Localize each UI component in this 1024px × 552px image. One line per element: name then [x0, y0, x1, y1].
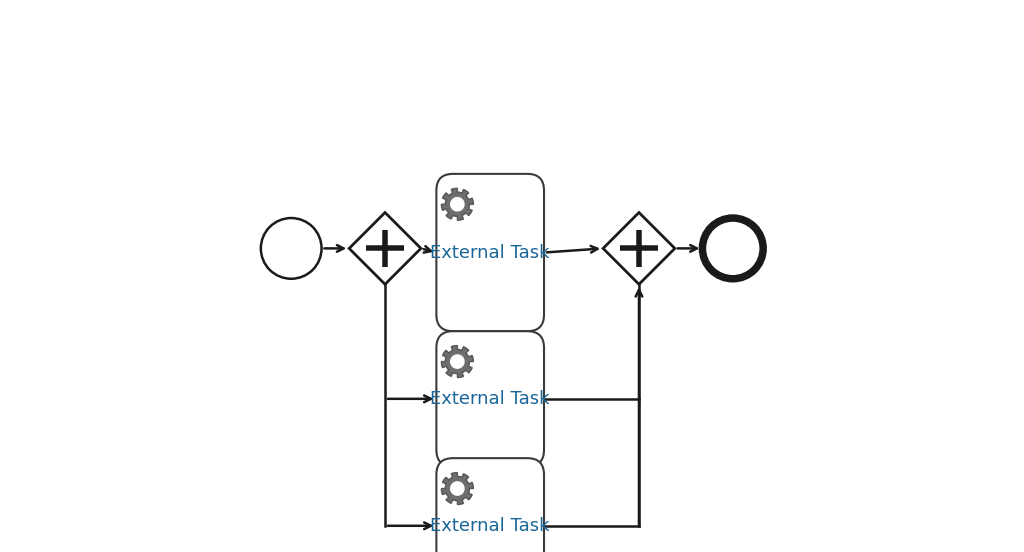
FancyBboxPatch shape — [436, 174, 544, 331]
Text: External Task: External Task — [430, 390, 550, 408]
FancyBboxPatch shape — [436, 458, 544, 552]
Polygon shape — [451, 198, 464, 211]
Text: External Task: External Task — [430, 243, 550, 262]
Polygon shape — [441, 188, 473, 220]
Polygon shape — [441, 473, 473, 505]
Polygon shape — [441, 346, 473, 378]
Polygon shape — [451, 355, 464, 368]
Polygon shape — [451, 482, 464, 495]
FancyBboxPatch shape — [436, 331, 544, 466]
Text: External Task: External Task — [430, 517, 550, 535]
